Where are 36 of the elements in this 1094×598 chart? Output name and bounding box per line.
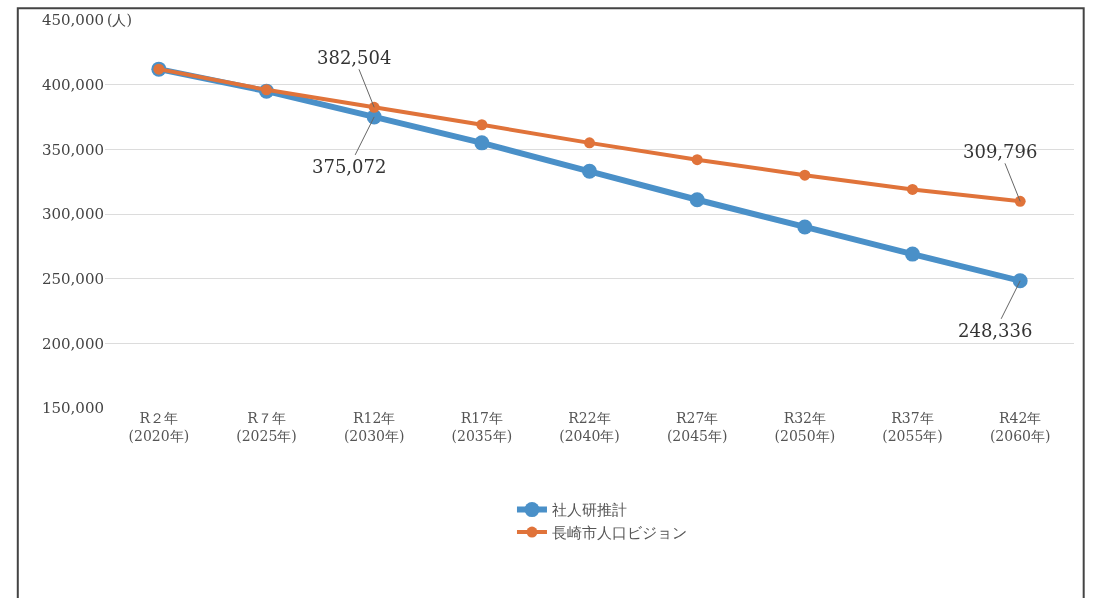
y-tick-label: 250,000 [41, 269, 104, 288]
point [799, 169, 811, 181]
annotation: 375,072 [312, 156, 387, 177]
annotation: 248,336 [958, 320, 1033, 341]
point [582, 163, 597, 179]
point [689, 192, 705, 208]
x-tick-label: R７年 (2025年) [236, 410, 297, 445]
point [691, 154, 703, 166]
x-tick-label: R17年 (2035年) [451, 410, 513, 445]
point [797, 219, 813, 235]
legend-label: 長崎市人口ビジョン [551, 523, 687, 542]
x-tick-label: R12年 (2030年) [343, 410, 405, 445]
x-tick-label: R37年 (2055年) [882, 410, 943, 445]
point [476, 119, 488, 131]
point [907, 183, 918, 195]
legend-label: 社人研推計 [551, 501, 627, 520]
point [1012, 273, 1028, 289]
y-tick-label: 350,000 [41, 140, 104, 159]
y-tick-label: 450,000 [41, 11, 104, 30]
point [368, 101, 380, 113]
point [584, 137, 595, 149]
x-tick-label: R２年 (2020年) [128, 410, 190, 445]
y-axis-title: (人) [107, 12, 132, 28]
point [474, 135, 490, 151]
x-tick-label: R27年 (2045年) [666, 410, 728, 445]
x-tick-label: R32年 (2050年) [774, 410, 836, 445]
y-tick-label: 200,000 [41, 334, 104, 353]
y-tick-label: 400,000 [41, 75, 104, 94]
annotation: 382,504 [317, 47, 392, 68]
x-tick-label: R22年 (2040年) [559, 410, 620, 445]
annotation: 309,796 [963, 141, 1038, 162]
y-tick-label: 300,000 [41, 205, 104, 224]
y-tick-label: 150,000 [41, 399, 104, 418]
point [905, 246, 920, 262]
point [1014, 195, 1026, 207]
x-tick-label: R42年 (2060年) [989, 410, 1051, 445]
